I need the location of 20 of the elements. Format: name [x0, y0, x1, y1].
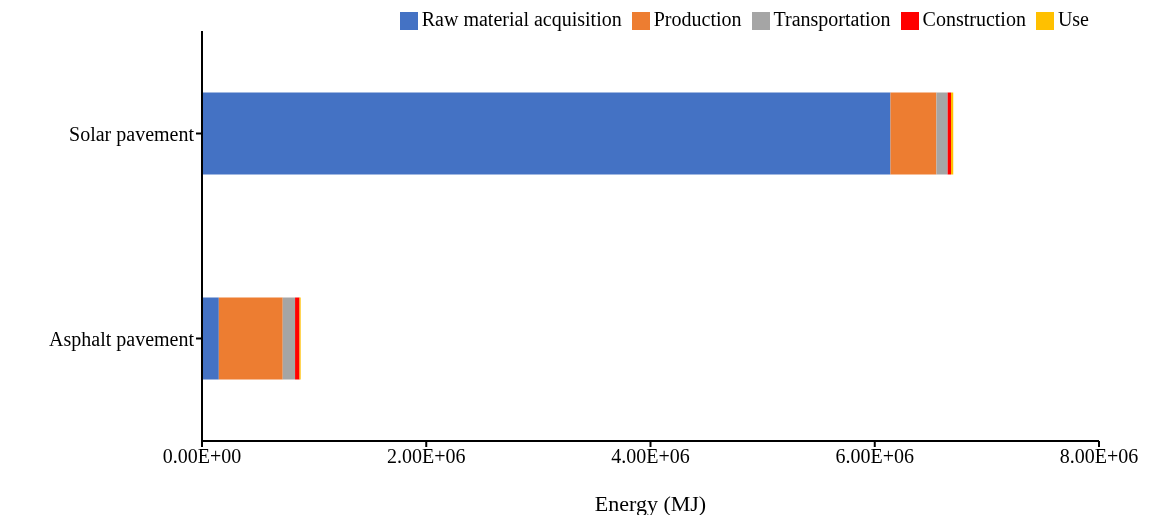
- x-tick-label: 4.00E+06: [611, 445, 690, 468]
- x-tick-label: 2.00E+06: [387, 445, 466, 468]
- x-tick-label: 8.00E+06: [1059, 445, 1139, 468]
- bar: [218, 297, 283, 380]
- legend-label: Transportation: [773, 8, 891, 30]
- bar: [936, 92, 948, 175]
- y-tick-label: Solar pavement: [69, 122, 195, 146]
- x-axis-title: Energy (MJ): [594, 491, 707, 515]
- x-tick-label: 6.00E+06: [835, 445, 914, 468]
- bar: [890, 92, 937, 175]
- legend-label: Production: [653, 8, 742, 30]
- bar: [202, 92, 891, 175]
- legend-label: Construction: [922, 8, 1026, 30]
- x-tick-label: 0.00E+00: [162, 445, 242, 468]
- y-tick-label: Asphalt pavement: [49, 327, 195, 351]
- legend-label: Use: [1057, 8, 1089, 30]
- bar: [282, 297, 296, 380]
- bar: [295, 297, 300, 380]
- bar: [202, 297, 219, 380]
- legend-label: Raw material acquisition: [421, 8, 622, 30]
